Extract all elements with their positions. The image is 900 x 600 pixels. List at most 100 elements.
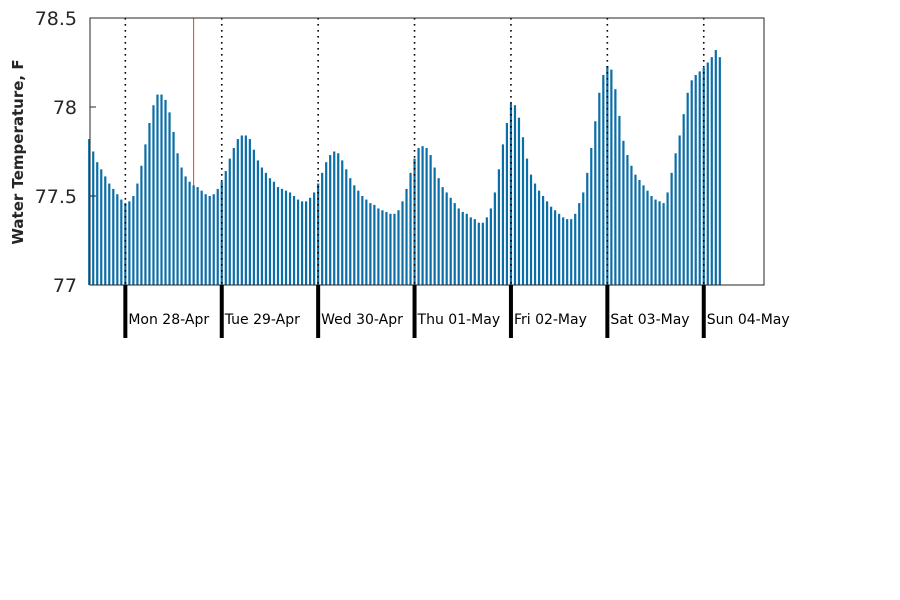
bar (361, 196, 364, 285)
bar (630, 165, 633, 285)
bar (397, 210, 400, 285)
bar (409, 172, 412, 285)
day-label: Wed 30-Apr (321, 312, 403, 328)
bar (541, 196, 545, 285)
bar (714, 50, 717, 285)
bar (457, 208, 460, 285)
bar (272, 181, 276, 285)
bar (164, 99, 167, 285)
bar (509, 103, 513, 285)
y-axis: 77 77.5 78 78.5 (35, 8, 96, 297)
bar (313, 192, 316, 285)
bar (156, 94, 159, 285)
bar (570, 219, 573, 285)
bar (485, 217, 488, 285)
bar (686, 92, 689, 285)
bar (204, 194, 207, 285)
bar (441, 187, 444, 285)
day-separators (124, 18, 705, 285)
y-tick-label: 78 (53, 97, 77, 119)
bar (614, 89, 617, 285)
bar (252, 149, 255, 285)
bar-series (88, 50, 721, 286)
bar (586, 172, 589, 285)
bar (357, 190, 360, 285)
bar (345, 169, 348, 285)
bar (341, 160, 344, 285)
bar (694, 74, 697, 286)
day-label: Sun 04-May (707, 312, 790, 328)
bar (228, 158, 231, 285)
bar (128, 201, 131, 285)
bar (574, 213, 577, 285)
bar (582, 192, 585, 285)
plot-frame (89, 17, 765, 286)
bar (618, 115, 621, 286)
bar (172, 131, 175, 285)
bar (421, 146, 424, 285)
bar (276, 187, 280, 285)
bar (120, 199, 123, 285)
day-label: Thu 01-May (417, 312, 501, 328)
bar (88, 139, 91, 285)
bar (244, 135, 247, 285)
bar (461, 212, 464, 285)
bar (264, 172, 268, 285)
bar (144, 144, 147, 285)
bar (373, 204, 376, 285)
bar (501, 144, 505, 285)
bar (594, 121, 597, 286)
bar (566, 219, 569, 285)
bar (429, 155, 432, 285)
bar (112, 188, 115, 285)
bar (521, 137, 525, 285)
bar (104, 176, 107, 285)
bar (445, 192, 448, 285)
bar (674, 153, 677, 285)
bar (690, 80, 693, 285)
bar (288, 192, 292, 285)
bar (184, 176, 187, 285)
y-axis-title: Water Temperature, F (9, 59, 27, 244)
bar (292, 196, 296, 285)
bar (216, 188, 219, 285)
bar (268, 178, 272, 285)
bar (92, 151, 95, 285)
bar (642, 185, 645, 285)
bar (706, 62, 709, 285)
bar (329, 155, 332, 285)
bar (610, 69, 613, 286)
bar (662, 203, 665, 285)
bar (280, 188, 284, 285)
bar (180, 167, 183, 285)
bar (140, 165, 143, 285)
bar (658, 201, 661, 285)
bar (489, 208, 492, 285)
bar (646, 190, 649, 285)
bar (321, 172, 324, 285)
bar (602, 74, 605, 286)
bar (148, 123, 151, 286)
bar (554, 210, 557, 285)
bar (309, 197, 312, 285)
bar (513, 105, 517, 285)
bar (160, 94, 163, 285)
bar (100, 169, 103, 285)
bar (108, 183, 111, 285)
bar (284, 190, 288, 285)
bar (136, 183, 139, 285)
bar (196, 187, 199, 285)
bar (622, 140, 625, 285)
bar (236, 139, 239, 285)
bar (124, 203, 127, 285)
bar (473, 219, 476, 285)
day-label: Fri 02-May (514, 312, 587, 328)
y-tick-label: 77.5 (35, 186, 77, 208)
bar (698, 71, 701, 286)
bar (96, 162, 99, 285)
bar (465, 213, 468, 285)
bar (666, 192, 669, 285)
bar (453, 203, 456, 285)
bar (333, 151, 336, 285)
